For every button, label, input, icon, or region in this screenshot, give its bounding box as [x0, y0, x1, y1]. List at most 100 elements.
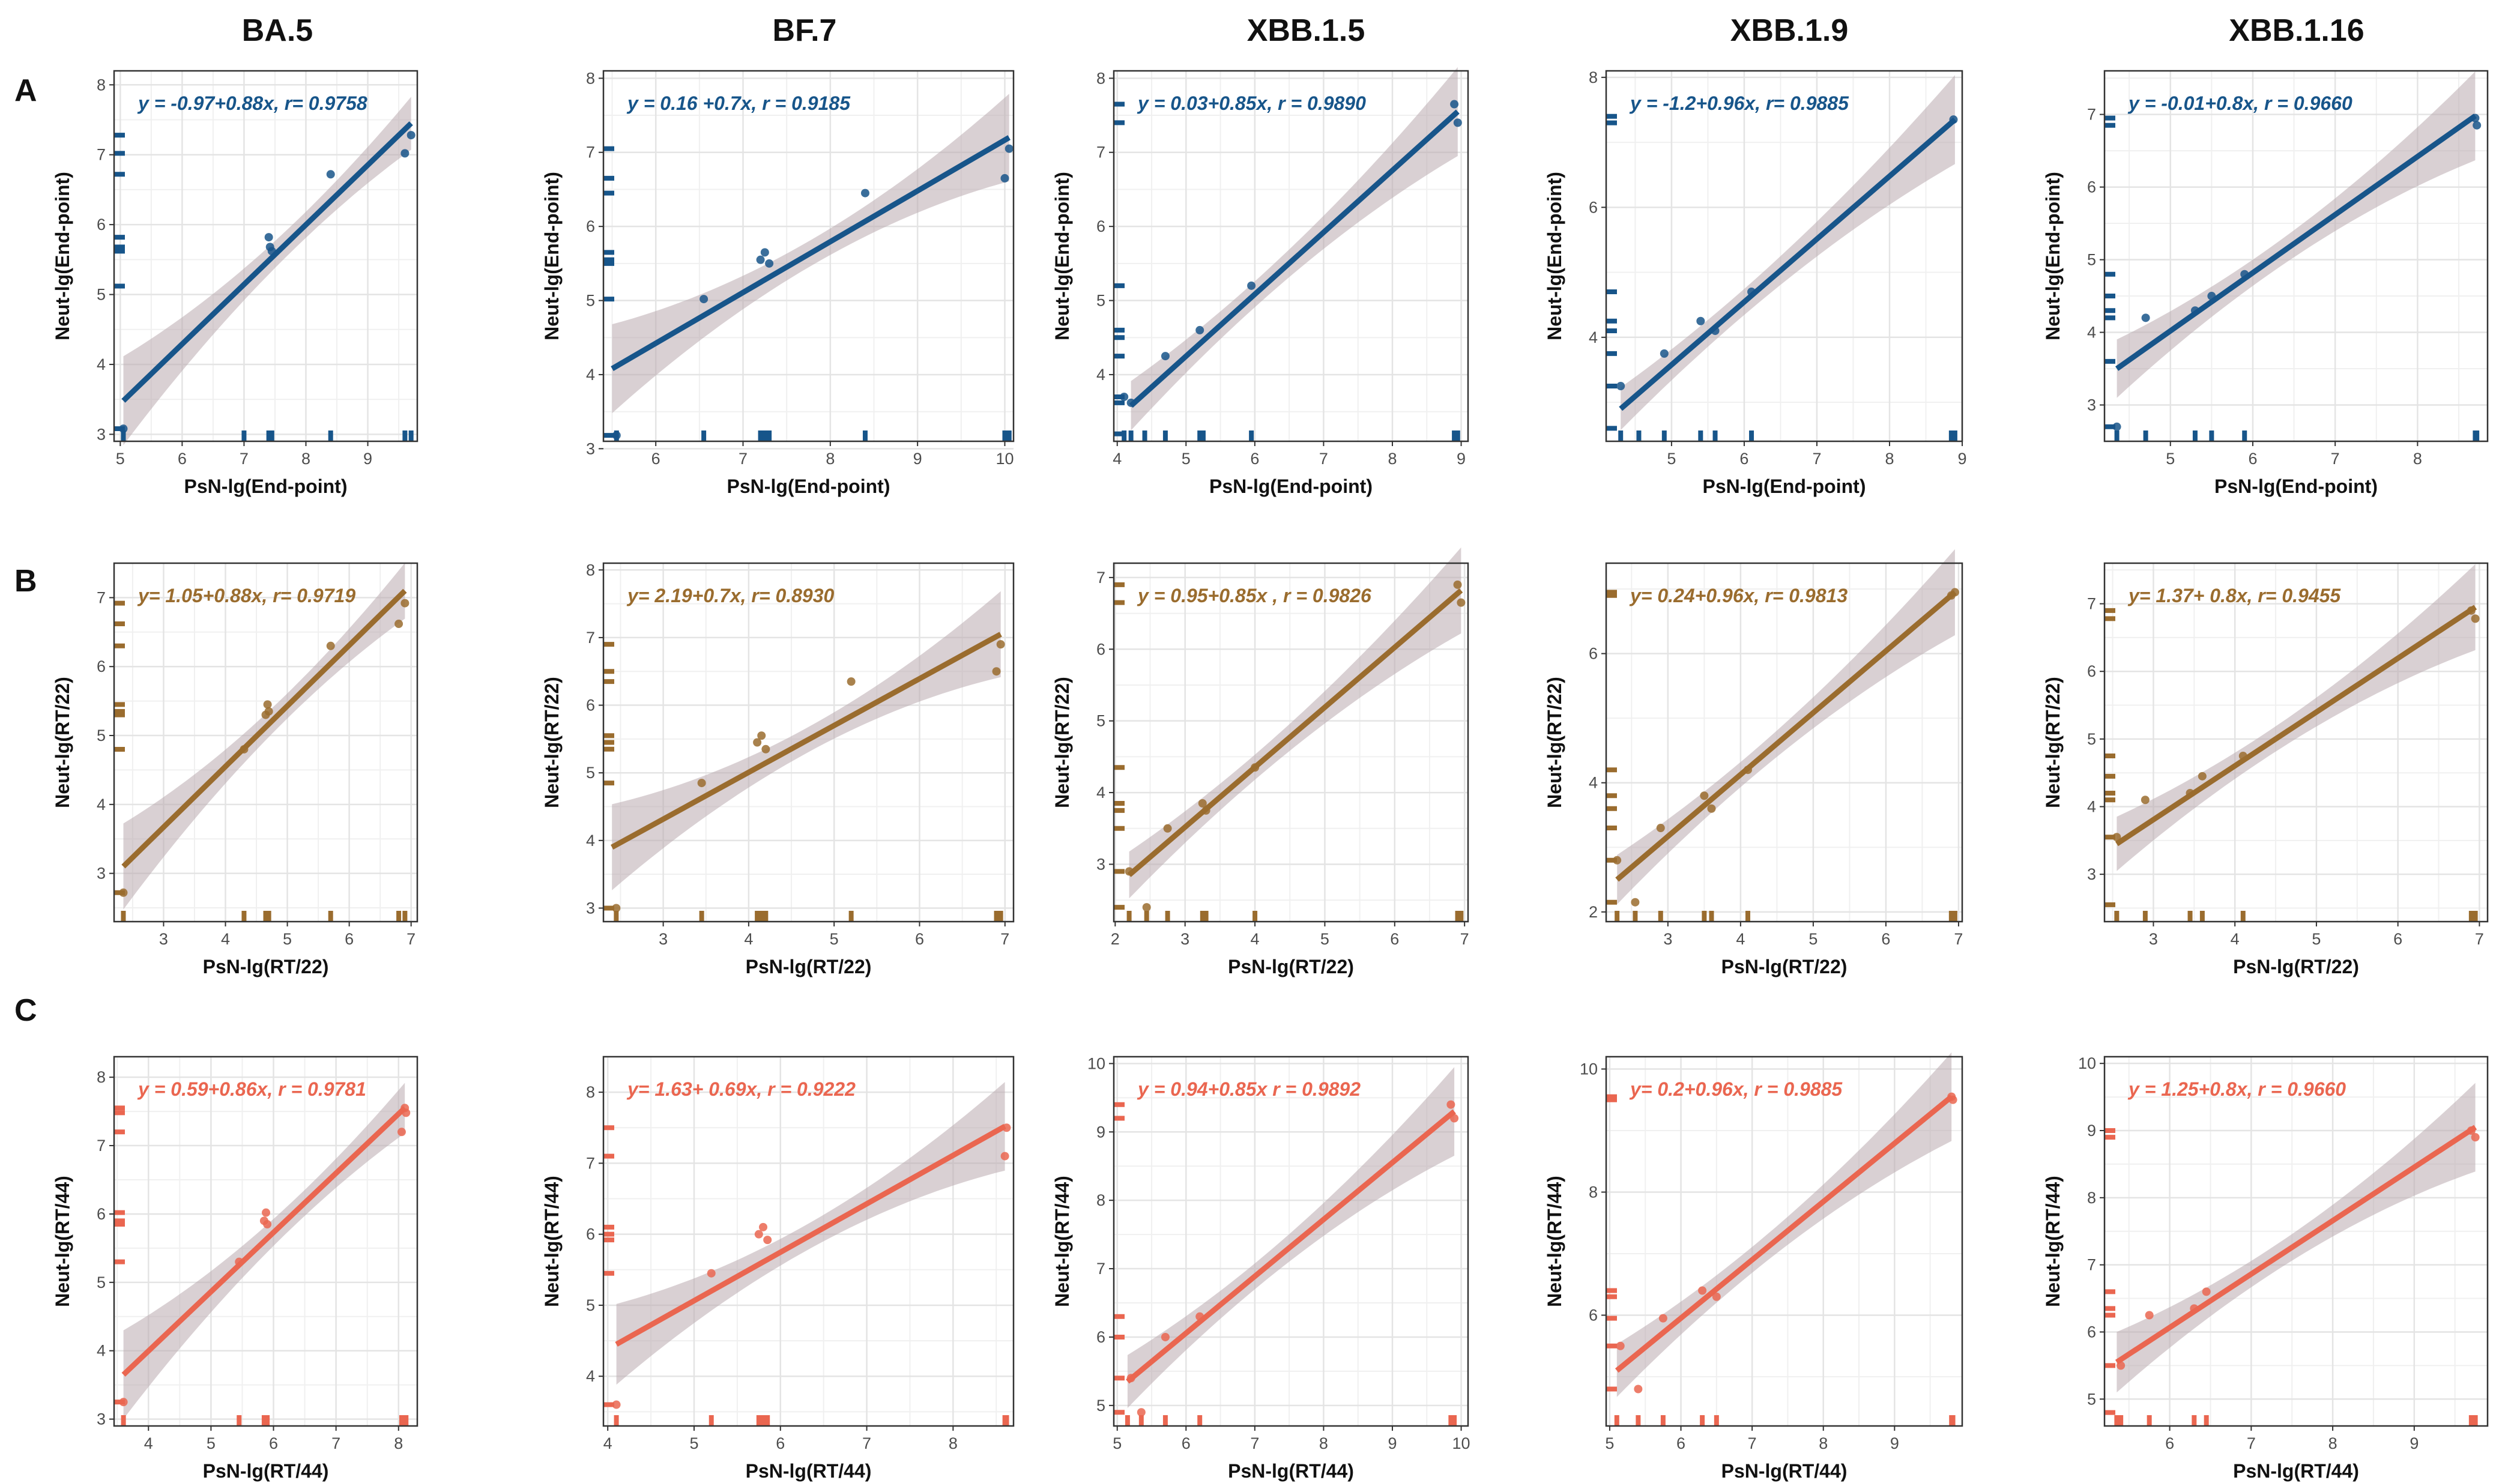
panel-border [1605, 562, 1963, 923]
data-point [1161, 352, 1170, 361]
y-tick-label: 8 [97, 76, 106, 94]
y-tick-label: 7 [2087, 106, 2096, 124]
x-tick-label: 6 [345, 930, 354, 948]
data-point [1660, 349, 1669, 358]
data-point [2190, 1304, 2199, 1313]
data-point [860, 189, 869, 198]
x-tick-label: 8 [949, 1434, 958, 1452]
y-axis-label: Neut-lg(RT/44) [541, 1176, 563, 1307]
regression-equation: y = -1.2+0.96x, r= 0.9885 [1629, 92, 1849, 114]
regression-line [121, 588, 407, 869]
data-point [1634, 1385, 1643, 1394]
x-tick-label: 9 [1890, 1434, 1899, 1452]
y-tick-label: 6 [1589, 645, 1598, 663]
data-point [119, 888, 128, 897]
regression-equation: y = 0.95+0.85x , r = 0.9826 [1137, 585, 1371, 606]
data-point [759, 1222, 768, 1231]
y-tick-label: 5 [2087, 730, 2096, 748]
y-tick-label: 5 [97, 726, 106, 745]
y-tick-label: 6 [586, 217, 595, 235]
y-axis-label: Neut-lg(RT/22) [1051, 677, 1073, 808]
y-tick-label: 10 [2078, 1054, 2096, 1072]
data-point [1450, 1114, 1459, 1123]
y-tick-label: 6 [1589, 198, 1598, 216]
confidence-band [1131, 67, 1458, 430]
data-point [1195, 325, 1204, 334]
x-axis-label: PsN-lg(End-point) [1209, 476, 1373, 497]
data-point [1743, 766, 1752, 775]
x-tick-label: 9 [363, 450, 372, 468]
chart-panel-0-3: 5 6 7 8 9 4 6 8 y = -1.2+0.96x, r= 0.9885 PsN-lg(… [1544, 68, 1967, 497]
y-tick-label: 10 [1087, 1054, 1105, 1072]
y-tick-label: 6 [2087, 1323, 2096, 1341]
confidence-band [123, 1083, 405, 1419]
regression-line [1615, 590, 1957, 882]
confidence-band [1617, 549, 1955, 905]
y-tick-label: 5 [586, 292, 595, 310]
y-tick-label: 3 [2087, 865, 2096, 883]
data-point [847, 677, 856, 686]
y-tick-label: 7 [2087, 595, 2096, 613]
y-axis-label: Neut-lg(End-point) [1051, 172, 1073, 340]
x-axis-label: PsN-lg(RT/22) [203, 956, 329, 977]
data-point [1949, 115, 1958, 124]
panel-border [1113, 1056, 1469, 1427]
y-tick-label: 2 [1589, 903, 1598, 921]
x-tick-label: 5 [1605, 1434, 1614, 1452]
y-tick-label: 3 [1096, 855, 1105, 873]
data-point [1711, 326, 1720, 335]
regression-equation: y= 0.2+0.96x, r = 0.9885 [1629, 1078, 1843, 1100]
x-tick-label: 7 [2331, 450, 2340, 468]
data-point [400, 149, 409, 158]
panel-border [602, 562, 1015, 923]
chart-panel-0-0: 5 6 7 8 9 3 4 5 6 7 8 y = -0.97+0.88x, r= 0.9758 PsN… [52, 70, 418, 497]
data-point [761, 745, 770, 754]
x-tick-label: 6 [178, 450, 187, 468]
data-point [2141, 796, 2150, 805]
column-title: XBB.1.9 [1730, 13, 1849, 48]
x-tick-label: 3 [1663, 930, 1672, 948]
y-tick-label: 9 [1096, 1123, 1105, 1141]
y-axis-label: Neut-lg(End-point) [2042, 172, 2064, 340]
data-point [2471, 614, 2480, 623]
y-tick-label: 7 [2087, 1256, 2096, 1274]
y-tick-label: 6 [97, 1205, 106, 1223]
x-tick-label: 6 [1881, 930, 1890, 948]
x-tick-label: 5 [1320, 930, 1329, 948]
y-tick-label: 7 [586, 629, 595, 647]
x-tick-label: 3 [1180, 930, 1189, 948]
y-axis-label: Neut-lg(RT/22) [541, 677, 563, 808]
column-title: BA.5 [242, 13, 313, 48]
x-tick-label: 8 [2328, 1434, 2337, 1452]
regression-equation: y= 1.63+ 0.69x, r = 0.9222 [626, 1078, 856, 1100]
y-tick-label: 5 [586, 764, 595, 782]
regression-line [611, 632, 1002, 850]
y-tick-label: 3 [97, 1410, 106, 1428]
data-point [2117, 1361, 2126, 1370]
y-tick-label: 5 [586, 1296, 595, 1314]
y-tick-label: 4 [2087, 324, 2096, 342]
y-tick-label: 8 [1096, 1191, 1105, 1209]
data-point [1656, 824, 1665, 833]
data-point [2471, 113, 2480, 122]
chart-panel-2-2: 5 6 7 8 9 10 5 6 7 8 9 10 y = 0.94+0.85x r = 0.9892 P… [1051, 1054, 1470, 1482]
data-point [1613, 856, 1622, 865]
x-tick-label: 8 [1885, 450, 1894, 468]
x-tick-label: 5 [689, 1434, 698, 1452]
y-tick-label: 7 [1096, 569, 1105, 587]
row-label: B [14, 564, 37, 599]
x-axis-label: PsN-lg(RT/44) [746, 1460, 872, 1482]
x-tick-label: 5 [2166, 450, 2175, 468]
data-point [2467, 1126, 2476, 1135]
y-tick-label: 7 [586, 1154, 595, 1172]
regression-equation: y = 0.94+0.85x r = 0.9892 [1137, 1078, 1361, 1100]
y-tick-label: 7 [97, 146, 106, 164]
x-tick-label: 8 [1388, 450, 1397, 468]
y-tick-label: 6 [97, 216, 106, 234]
chart-panel-1-4: 3 4 5 6 7 3 4 5 6 7 y= 1.37+ 0.8x, r= 0.9455 PsN-lg… [2042, 562, 2489, 977]
y-tick-label: 6 [586, 1225, 595, 1243]
row-label: A [14, 73, 37, 108]
x-tick-label: 6 [651, 450, 660, 468]
data-point [1251, 763, 1260, 772]
